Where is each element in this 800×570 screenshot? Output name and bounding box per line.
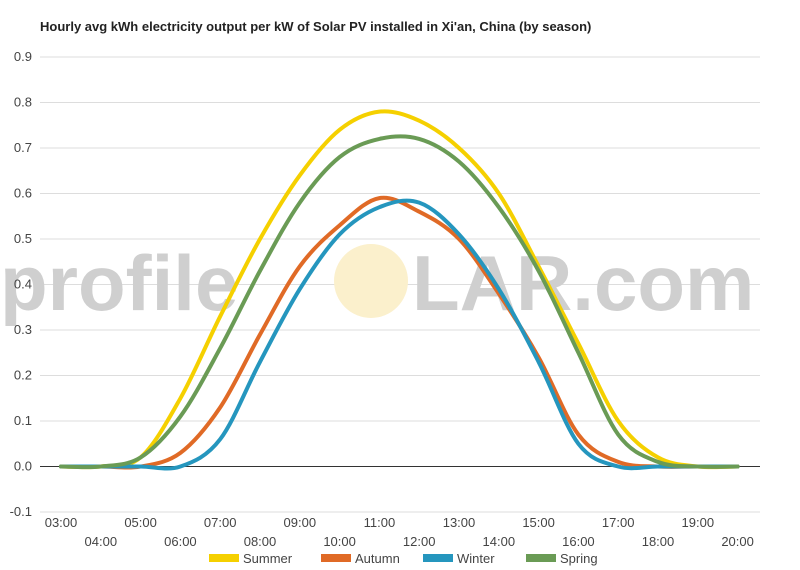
y-tick-label: 0.0	[14, 459, 32, 474]
legend-label-autumn: Autumn	[355, 551, 400, 566]
x-tick-label: 03:00	[45, 515, 78, 530]
x-tick-label: 12:00	[403, 534, 436, 549]
legend-swatch-summer	[209, 554, 239, 562]
legend-swatch-autumn	[321, 554, 351, 562]
x-tick-label: 06:00	[164, 534, 197, 549]
y-tick-label: 0.9	[14, 49, 32, 64]
x-tick-label: 11:00	[364, 515, 396, 530]
x-tick-label: 14:00	[483, 534, 516, 549]
legend-label-winter: Winter	[457, 551, 495, 566]
watermark-text-left: profile	[0, 239, 238, 327]
x-tick-label: 13:00	[443, 515, 476, 530]
x-tick-label: 16:00	[562, 534, 595, 549]
legend-swatch-winter	[423, 554, 453, 562]
legend-label-summer: Summer	[243, 551, 293, 566]
watermark-text-right: LAR.com	[412, 239, 754, 327]
x-tick-label: 10:00	[323, 534, 356, 549]
y-tick-label: 0.7	[14, 140, 32, 155]
y-tick-label: -0.1	[10, 504, 32, 519]
y-tick-label: 0.1	[14, 413, 32, 428]
y-tick-label: 0.2	[14, 368, 32, 383]
x-tick-label: 09:00	[284, 515, 317, 530]
x-tick-label: 19:00	[682, 515, 715, 530]
series-line-spring	[59, 134, 740, 470]
y-tick-label: 0.5	[14, 231, 32, 246]
y-tick-label: 0.6	[14, 186, 32, 201]
x-tick-label: 07:00	[204, 515, 237, 530]
series-lines	[59, 109, 740, 471]
y-tick-label: 0.8	[14, 95, 32, 110]
x-tick-label: 20:00	[721, 534, 754, 549]
chart-title: Hourly avg kWh electricity output per kW…	[40, 19, 592, 34]
legend-label-spring: Spring	[560, 551, 598, 566]
series-line-winter	[59, 198, 740, 471]
legend-swatch-spring	[526, 554, 556, 562]
watermark: profile LAR.com	[0, 239, 754, 327]
x-tick-label: 18:00	[642, 534, 675, 549]
x-tick-label: 05:00	[124, 515, 157, 530]
y-tick-label: 0.3	[14, 322, 32, 337]
series-line-summer	[59, 109, 740, 470]
x-tick-label: 15:00	[522, 515, 555, 530]
legend: Summer Autumn Winter Spring	[209, 551, 598, 566]
x-tick-label: 17:00	[602, 515, 635, 530]
x-tick-label: 04:00	[85, 534, 118, 549]
y-tick-label: 0.4	[14, 277, 32, 292]
watermark-sun-icon	[334, 244, 408, 318]
x-tick-label: 08:00	[244, 534, 277, 549]
